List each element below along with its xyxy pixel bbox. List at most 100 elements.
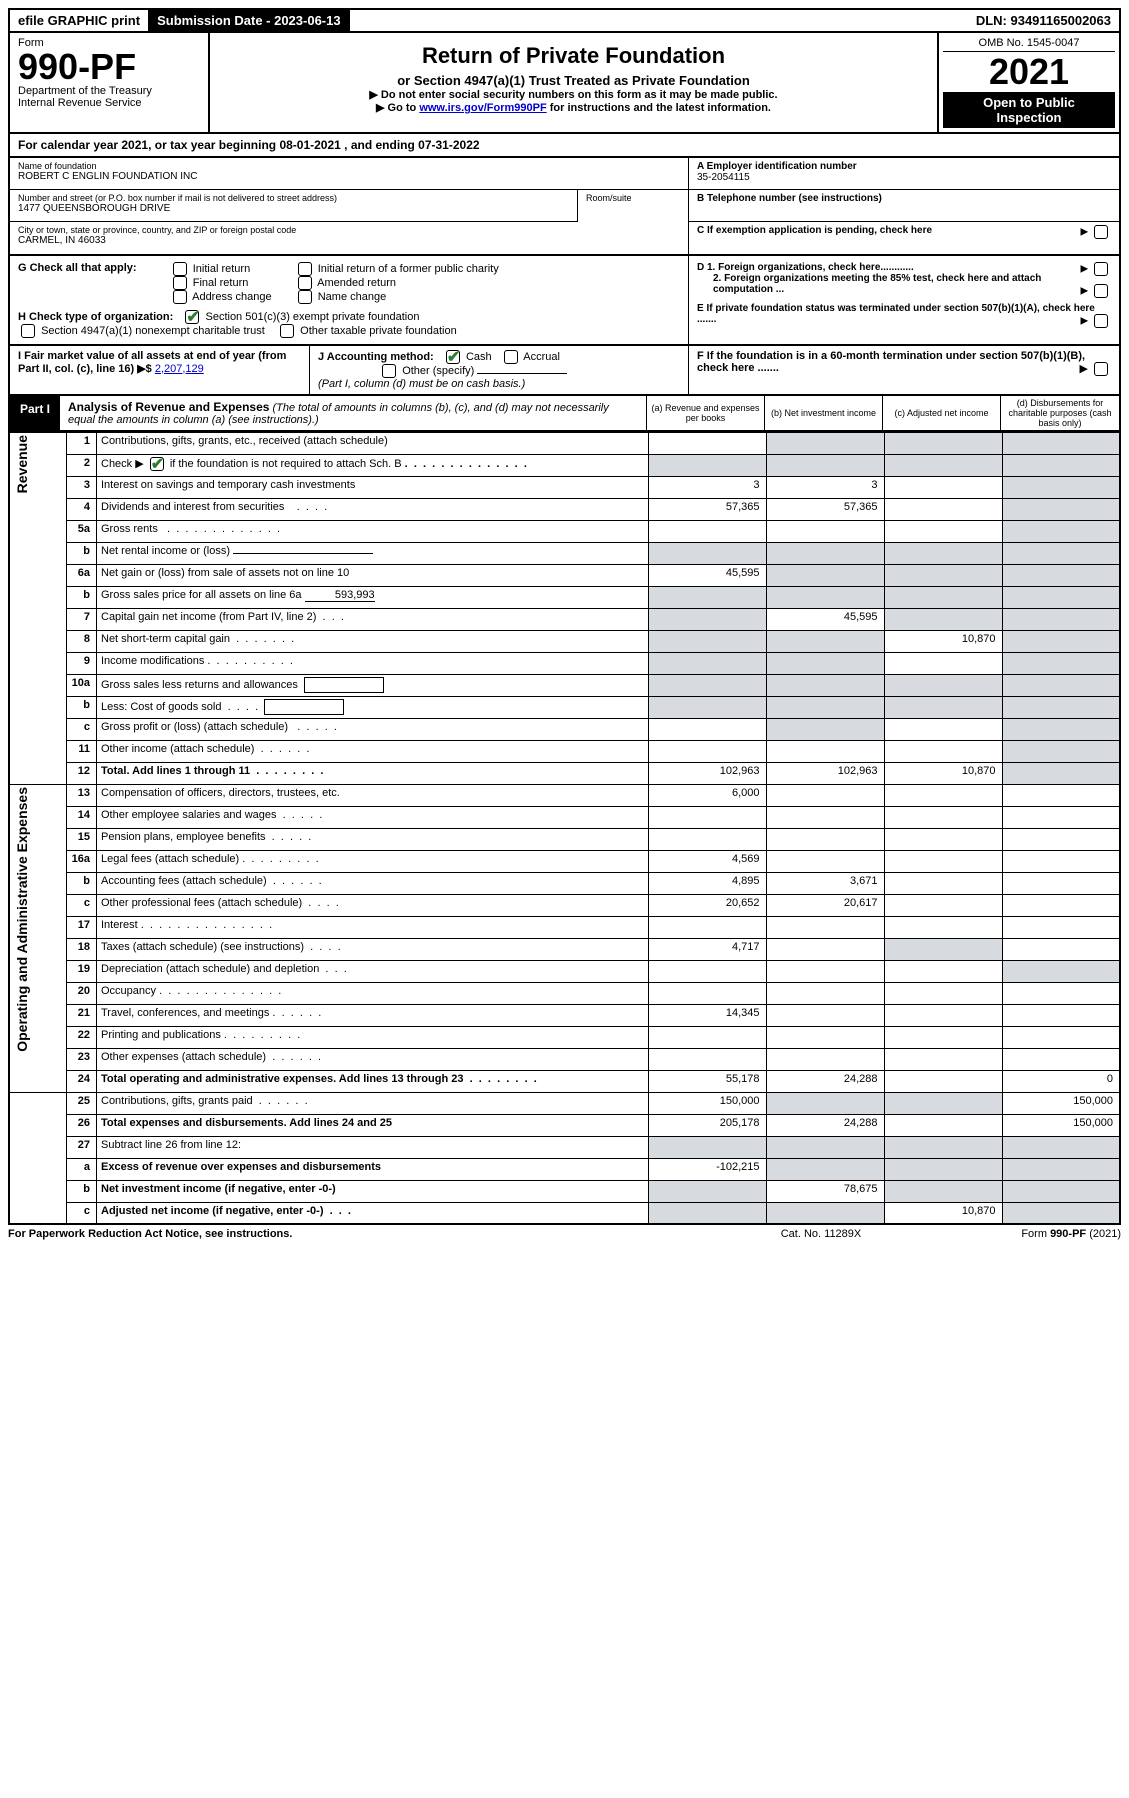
60month-checkbox[interactable] <box>1094 362 1108 376</box>
table-row: cGross profit or (loss) (attach schedule… <box>9 718 1120 740</box>
spacer <box>350 10 968 31</box>
form-number: 990-PF <box>18 49 200 85</box>
foreign-org-checkbox[interactable] <box>1094 262 1108 276</box>
form-subtitle: or Section 4947(a)(1) Trust Treated as P… <box>218 73 929 88</box>
goto-line: ▶ Go to www.irs.gov/Form990PF for instru… <box>218 101 929 114</box>
table-row: 2Check ▶ if the foundation is not requir… <box>9 454 1120 476</box>
g-label: G Check all that apply: <box>18 262 137 274</box>
address-cell: Number and street (or P.O. box number if… <box>10 190 578 222</box>
table-row: 21Travel, conferences, and meetings . . … <box>9 1004 1120 1026</box>
ein-cell: A Employer identification number 35-2054… <box>689 158 1119 190</box>
table-row: 6aNet gain or (loss) from sale of assets… <box>9 564 1120 586</box>
ijf-row: I Fair market value of all assets at end… <box>8 346 1121 396</box>
h-label: H Check type of organization: <box>18 311 173 323</box>
table-row: 7Capital gain net income (from Part IV, … <box>9 608 1120 630</box>
open-inspection: Open to PublicInspection <box>943 92 1115 128</box>
city-state-zip: CARMEL, IN 46033 <box>18 235 680 246</box>
fmv-cell: I Fair market value of all assets at end… <box>10 346 310 394</box>
table-row: 23Other expenses (attach schedule) . . .… <box>9 1048 1120 1070</box>
table-row: cOther professional fees (attach schedul… <box>9 894 1120 916</box>
header-center: Return of Private Foundation or Section … <box>210 33 939 132</box>
501c3-checkbox[interactable] <box>185 310 199 324</box>
4947-checkbox[interactable] <box>21 324 35 338</box>
other-method-checkbox[interactable] <box>382 364 396 378</box>
efile-label: efile GRAPHIC print <box>10 10 149 31</box>
dept: Department of the Treasury <box>18 85 200 97</box>
table-row: 4Dividends and interest from securities … <box>9 498 1120 520</box>
table-row: 8Net short-term capital gain . . . . . .… <box>9 630 1120 652</box>
table-row: 17Interest . . . . . . . . . . . . . . . <box>9 916 1120 938</box>
tax-year: 2021 <box>943 52 1115 92</box>
foundation-name: ROBERT C ENGLIN FOUNDATION INC <box>18 171 680 182</box>
phone-cell: B Telephone number (see instructions) <box>689 190 1119 222</box>
table-row: 16aLegal fees (attach schedule) . . . . … <box>9 850 1120 872</box>
d2-line: 2. Foreign organizations meeting the 85%… <box>697 273 1111 295</box>
85pct-checkbox[interactable] <box>1094 284 1108 298</box>
status-terminated-checkbox[interactable] <box>1094 314 1108 328</box>
table-row: cAdjusted net income (if negative, enter… <box>9 1202 1120 1224</box>
submission-date: Submission Date - 2023-06-13 <box>149 10 350 31</box>
part1-header: Part I Analysis of Revenue and Expenses … <box>8 396 1121 432</box>
part1-tag: Part I <box>10 396 60 430</box>
table-row: 25Contributions, gifts, grants paid . . … <box>9 1092 1120 1114</box>
other-taxable-checkbox[interactable] <box>280 324 294 338</box>
initial-former-checkbox[interactable] <box>298 262 312 276</box>
table-row: Revenue 1Contributions, gifts, grants, e… <box>9 432 1120 454</box>
table-row: 14Other employee salaries and wages . . … <box>9 806 1120 828</box>
schb-checkbox[interactable] <box>150 457 164 471</box>
table-row: bAccounting fees (attach schedule) . . .… <box>9 872 1120 894</box>
d1-line: D 1. Foreign organizations, check here..… <box>697 262 1111 273</box>
form-ref: Form 990-PF (2021) <box>921 1228 1121 1240</box>
col-c-header: (c) Adjusted net income <box>883 396 1001 430</box>
col-b-header: (b) Net investment income <box>765 396 883 430</box>
page-footer: For Paperwork Reduction Act Notice, see … <box>8 1225 1121 1240</box>
top-strip: efile GRAPHIC print Submission Date - 20… <box>8 8 1121 33</box>
entity-info: Name of foundation ROBERT C ENGLIN FOUND… <box>8 158 1121 256</box>
dln-label: DLN: 93491165002063 <box>968 10 1119 31</box>
table-row: 22Printing and publications . . . . . . … <box>9 1026 1120 1048</box>
goto-post: for instructions and the latest informat… <box>547 102 771 114</box>
table-row: bNet investment income (if negative, ent… <box>9 1180 1120 1202</box>
goto-link[interactable]: www.irs.gov/Form990PF <box>419 102 546 114</box>
form-header: Form 990-PF Department of the Treasury I… <box>8 33 1121 134</box>
table-row: 27Subtract line 26 from line 12: <box>9 1136 1120 1158</box>
table-row: bLess: Cost of goods sold . . . . <box>9 696 1120 718</box>
accounting-method-cell: J Accounting method: Cash Accrual Other … <box>310 346 689 394</box>
accrual-checkbox[interactable] <box>504 350 518 364</box>
city-cell: City or town, state or province, country… <box>10 222 688 254</box>
table-row: 3Interest on savings and temporary cash … <box>9 476 1120 498</box>
table-row: 19Depreciation (attach schedule) and dep… <box>9 960 1120 982</box>
address-change-checkbox[interactable] <box>173 290 187 304</box>
street-address: 1477 QUEENSBOROUGH DRIVE <box>18 203 569 214</box>
cash-checkbox[interactable] <box>446 350 460 364</box>
table-row: 15Pension plans, employee benefits . . .… <box>9 828 1120 850</box>
table-row: 9Income modifications . . . . . . . . . … <box>9 652 1120 674</box>
f-cell: F If the foundation is in a 60-month ter… <box>689 346 1119 394</box>
col-d-header: (d) Disbursements for charitable purpose… <box>1001 396 1119 430</box>
table-row: 11Other income (attach schedule) . . . .… <box>9 740 1120 762</box>
cat-no: Cat. No. 11289X <box>721 1228 921 1240</box>
table-row: bNet rental income or (loss) <box>9 542 1120 564</box>
table-row: 26Total expenses and disbursements. Add … <box>9 1114 1120 1136</box>
omb-number: OMB No. 1545-0047 <box>943 37 1115 52</box>
fmv-value[interactable]: 2,207,129 <box>155 363 204 375</box>
ein-value: 35-2054115 <box>697 172 750 183</box>
header-right: OMB No. 1545-0047 2021 Open to PublicIns… <box>939 33 1119 132</box>
name-change-checkbox[interactable] <box>298 290 312 304</box>
part1-table: Revenue 1Contributions, gifts, grants, e… <box>8 432 1121 1226</box>
final-return-checkbox[interactable] <box>173 276 187 290</box>
room-cell: Room/suite <box>578 190 688 222</box>
table-row: 10aGross sales less returns and allowanc… <box>9 674 1120 696</box>
table-row: Operating and Administrative Expenses 13… <box>9 784 1120 806</box>
irs: Internal Revenue Service <box>18 97 200 109</box>
table-row: 24Total operating and administrative exp… <box>9 1070 1120 1092</box>
col-a-header: (a) Revenue and expenses per books <box>647 396 765 430</box>
table-row: 5aGross rents . . . . . . . . . . . . . <box>9 520 1120 542</box>
header-left: Form 990-PF Department of the Treasury I… <box>10 33 210 132</box>
initial-return-checkbox[interactable] <box>173 262 187 276</box>
amended-return-checkbox[interactable] <box>298 276 312 290</box>
part1-desc: Analysis of Revenue and Expenses (The to… <box>60 396 647 430</box>
table-row: 12Total. Add lines 1 through 11 . . . . … <box>9 762 1120 784</box>
revenue-side-label: Revenue <box>9 432 67 784</box>
exemption-checkbox[interactable] <box>1094 225 1108 239</box>
